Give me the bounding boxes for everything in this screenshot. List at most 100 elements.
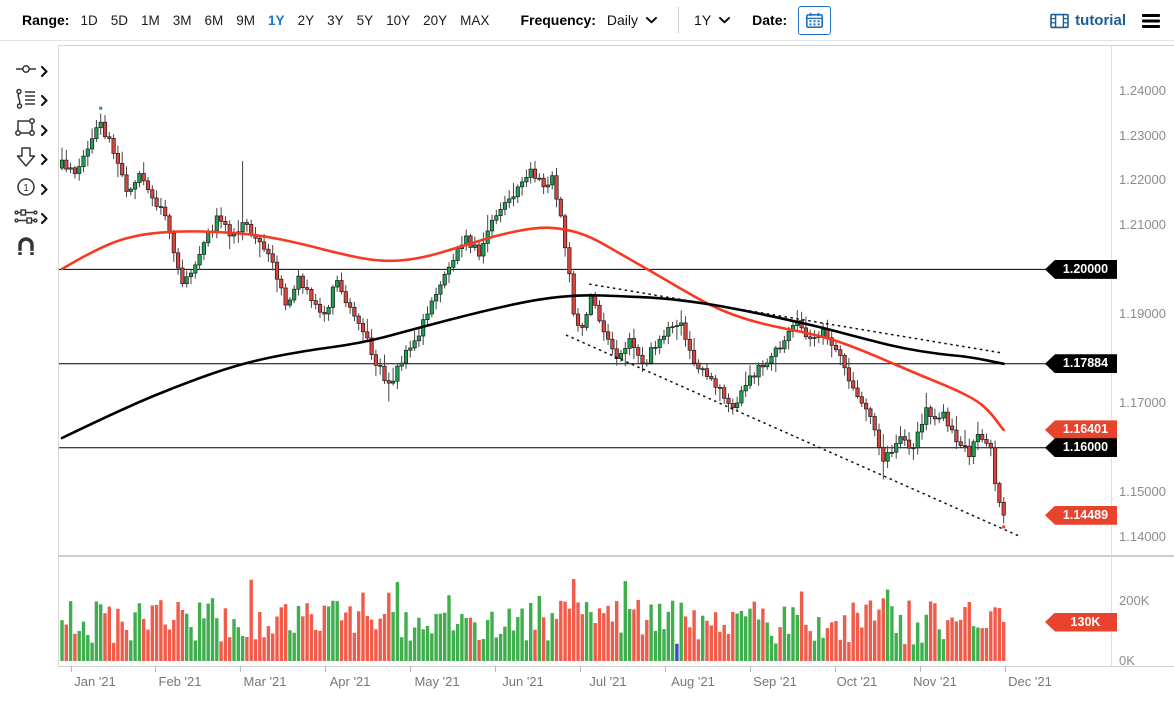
number-annotation-tool-icon: 1 xyxy=(14,176,38,203)
price-badge-1.16401: 1.16401 xyxy=(1045,420,1117,440)
price-tick-1.24000: 1.24000 xyxy=(1119,83,1166,98)
ma-slow-black xyxy=(60,294,1005,440)
range-selector: 1D 5D 1M 3M 6M 9M 1Y 2Y 3Y 5Y 10Y 20Y MAX xyxy=(80,13,502,28)
price-tick-1.21000: 1.21000 xyxy=(1119,216,1166,232)
range-option-1m[interactable]: 1M xyxy=(140,12,160,28)
frequency-label: Frequency: xyxy=(520,12,596,28)
period-value: 1Y xyxy=(694,12,712,28)
month-tick xyxy=(835,666,836,672)
month-label-may: May '21 xyxy=(414,674,460,689)
toolbar-right: tutorial xyxy=(1050,0,1161,41)
tool-indicator-tool[interactable] xyxy=(14,205,48,232)
pane-divider[interactable] xyxy=(59,555,1174,557)
submenu-chevron-icon xyxy=(41,184,48,195)
tool-number-annotation-tool[interactable]: 1 xyxy=(14,176,48,203)
arrow-tool-icon xyxy=(14,146,38,173)
chevron-down-icon xyxy=(646,16,658,23)
month-tick xyxy=(580,666,581,672)
ma-fast-red xyxy=(60,226,1005,432)
month-tick xyxy=(410,666,411,672)
tool-shapes-tool[interactable] xyxy=(14,117,48,144)
tool-arrow-tool[interactable] xyxy=(14,146,48,173)
date-picker-button[interactable] xyxy=(798,5,832,35)
chart-region: 1.24000 1.23000 1.22000 1.21000 1.20000 1.190… xyxy=(58,45,1174,668)
tutorial-link[interactable]: tutorial xyxy=(1050,12,1126,29)
month-tick xyxy=(240,666,241,672)
range-option-9m[interactable]: 9M xyxy=(236,12,256,28)
range-option-3y[interactable]: 3Y xyxy=(327,12,344,28)
range-option-1d[interactable]: 1D xyxy=(80,12,98,28)
range-option-5d[interactable]: 5D xyxy=(110,12,128,28)
magnet-tool-icon xyxy=(14,235,38,262)
range-option-1y[interactable]: 1Y xyxy=(268,12,285,28)
range-option-max[interactable]: MAX xyxy=(460,12,490,28)
price-badge-1.17884: 1.17884 xyxy=(1045,354,1117,374)
range-option-5y[interactable]: 5Y xyxy=(356,12,374,28)
month-label-jun: Jun '21 xyxy=(502,674,544,689)
month-tick xyxy=(750,666,751,672)
tutorial-label: tutorial xyxy=(1075,12,1126,29)
price-tick-1.23000: 1.23000 xyxy=(1119,127,1166,143)
month-tick xyxy=(1005,666,1006,672)
month-label-jul: Jul '21 xyxy=(589,674,627,689)
frequency-dropdown[interactable]: Daily xyxy=(606,12,658,28)
price-tick-1.19000: 1.19000 xyxy=(1119,306,1166,321)
month-label-apr: Apr '21 xyxy=(329,674,371,689)
month-label-aug: Aug '21 xyxy=(671,674,715,689)
range-option-3m[interactable]: 3M xyxy=(172,12,192,28)
time-axis: Jan '21 Feb '21 Mar '21 Apr '21 May '21 Jun '… xyxy=(58,666,1174,703)
frequency-value: Daily xyxy=(606,12,639,28)
chart-canvas[interactable] xyxy=(59,46,1111,666)
price-badge-1.14489: 1.14489 xyxy=(1045,505,1117,525)
month-tick xyxy=(155,666,156,672)
svg-text:1: 1 xyxy=(23,182,29,194)
submenu-chevron-icon xyxy=(41,66,48,77)
range-option-2y[interactable]: 2Y xyxy=(297,12,315,28)
film-icon xyxy=(1050,13,1069,28)
submenu-chevron-icon xyxy=(41,213,48,224)
volume-tick-200K: 200K xyxy=(1119,593,1150,608)
month-label-jan: Jan '21 xyxy=(74,674,116,689)
tool-fibonacci-tool[interactable] xyxy=(14,87,48,114)
trendline-tool-icon xyxy=(14,58,38,85)
range-label: Range: xyxy=(22,12,70,28)
tool-magnet-tool[interactable] xyxy=(14,235,38,262)
menu-button[interactable] xyxy=(1141,13,1161,29)
period-dropdown[interactable]: 1Y xyxy=(694,12,731,28)
calendar-icon xyxy=(806,12,824,28)
month-tick xyxy=(920,666,921,672)
date-label: Date: xyxy=(752,12,788,28)
indicator-tool-icon xyxy=(14,205,38,232)
month-tick xyxy=(325,666,326,672)
month-label-dec: Dec '21 xyxy=(1008,674,1052,689)
month-label-oct: Oct '21 xyxy=(836,674,878,689)
submenu-chevron-icon xyxy=(41,154,48,165)
fibonacci-tool-icon xyxy=(14,87,38,114)
price-tick-1.14000: 1.14000 xyxy=(1119,529,1166,544)
price-badge-1.20000: 1.20000 xyxy=(1045,259,1117,279)
price-badge-1.16000: 1.16000 xyxy=(1045,438,1117,458)
month-label-mar: Mar '21 xyxy=(243,674,287,689)
price-tick-1.17000: 1.17000 xyxy=(1119,395,1166,411)
tool-trendline-tool[interactable] xyxy=(14,58,48,85)
hamburger-icon xyxy=(1142,13,1160,28)
toolbar: Range: 1D 5D 1M 3M 6M 9M 1Y 2Y 3Y 5Y 10Y 20Y MAX Fre… xyxy=(0,0,1174,41)
submenu-chevron-icon xyxy=(41,95,48,106)
month-tick xyxy=(71,666,72,672)
range-option-10y[interactable]: 10Y xyxy=(386,12,411,28)
price-tick-1.15000: 1.15000 xyxy=(1119,484,1166,500)
month-label-sep: Sep '21 xyxy=(753,674,797,689)
range-option-20y[interactable]: 20Y xyxy=(423,12,448,28)
month-label-nov: Nov '21 xyxy=(913,674,957,689)
range-option-6m[interactable]: 6M xyxy=(204,12,224,28)
submenu-chevron-icon xyxy=(41,125,48,136)
month-tick xyxy=(495,666,496,672)
month-label-feb: Feb '21 xyxy=(158,674,202,689)
volume-tick-0K: 0K xyxy=(1119,653,1135,668)
volume-badge-130K: 130K xyxy=(1045,612,1117,632)
toolbar-divider xyxy=(678,7,680,33)
shapes-tool-icon xyxy=(14,117,38,144)
price-tick-1.22000: 1.22000 xyxy=(1119,172,1166,188)
month-tick xyxy=(665,666,666,672)
chevron-down-icon xyxy=(719,16,731,23)
